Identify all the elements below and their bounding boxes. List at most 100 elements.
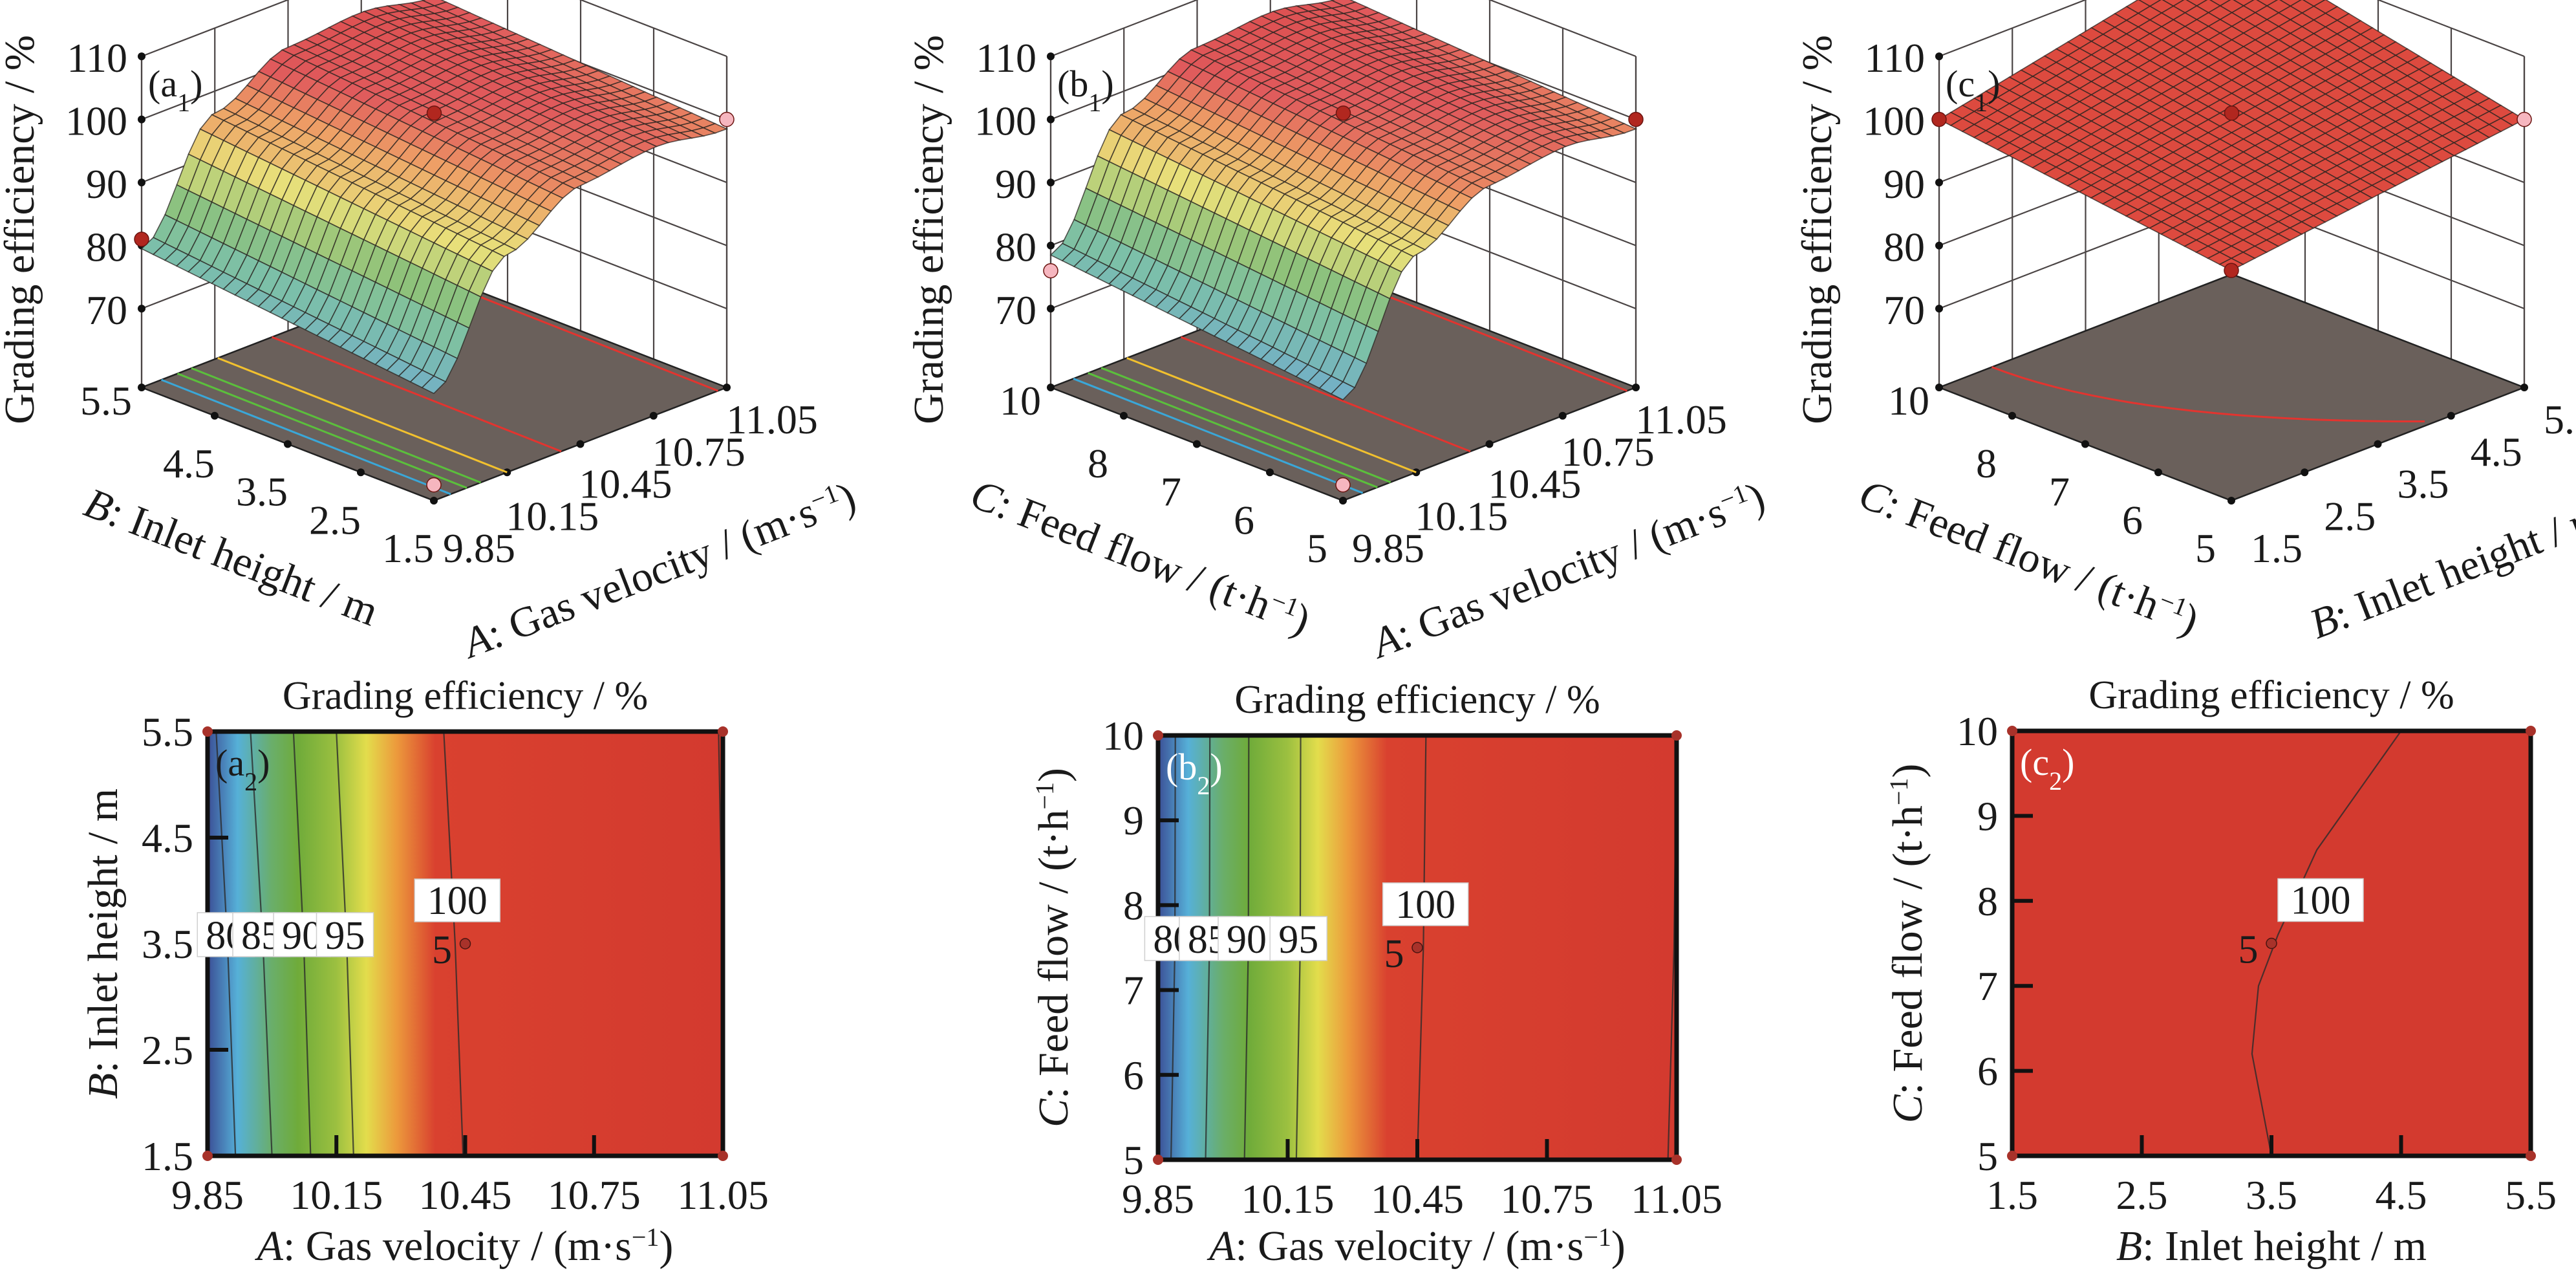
z-tick-label: 110 xyxy=(67,35,127,81)
design-point-count: 5 xyxy=(432,928,452,972)
axis-var: B xyxy=(80,1073,127,1099)
right-axis-tick-label: 10.45 xyxy=(579,461,672,507)
axis-title-close: ) xyxy=(659,1222,673,1270)
contour-label-box xyxy=(316,912,374,957)
panel-label: (b1) xyxy=(1057,63,1114,117)
design-point xyxy=(2224,105,2240,121)
y-tick-label: 8 xyxy=(1977,878,1998,924)
z-tick-mark xyxy=(1935,52,1943,61)
axis-title-close: ) xyxy=(1611,1222,1626,1270)
right-axis-tick-mark xyxy=(2374,440,2382,448)
contour-plot-b2: 9.85 10.15 10.45 10.75 11.05 5 6 7 8 9 10 Grading e… xyxy=(1030,678,1723,1270)
left-axis-tick-label: 2.5 xyxy=(309,497,361,543)
left-axis-tick-mark xyxy=(1120,411,1128,420)
axis-title-text: : Gas velocity / (m·s xyxy=(1235,1222,1583,1270)
axis-superscript: −1 xyxy=(1884,778,1913,806)
contour-label: 90 xyxy=(282,914,322,958)
left-axis-tick-mark xyxy=(211,411,219,420)
z-tick-label: 80 xyxy=(1884,224,1925,270)
left-axis-title: C: Feed flow / (t·h−1) xyxy=(1852,470,2205,644)
corner-tick-mark xyxy=(2227,497,2235,505)
right-axis-tick-label: 3.5 xyxy=(2398,461,2449,507)
z-tick-mark xyxy=(138,305,145,313)
z-tick-label: 100 xyxy=(1863,98,1925,144)
y-axis-title: C: Feed flow / (t·h−1) xyxy=(1030,768,1078,1127)
floor-contour-line xyxy=(1088,372,1378,488)
corner-design-point xyxy=(718,726,728,737)
panel-tag-open: (b xyxy=(1166,746,1197,788)
contour-label: 90 xyxy=(1227,918,1267,962)
corner-design-point xyxy=(202,1151,213,1161)
response-surface xyxy=(140,0,729,395)
left-axis-tick-mark xyxy=(1266,468,1274,477)
design-point xyxy=(1043,263,1058,279)
y-tick-label: 10 xyxy=(1957,708,1998,754)
left-axis-tick-label: 8 xyxy=(1088,440,1108,486)
corner-tick-mark xyxy=(1632,384,1640,391)
right-axis-tick-label: 10.45 xyxy=(1488,461,1582,507)
wall-gridline xyxy=(1488,0,1637,58)
panel-tag-close: ) xyxy=(1210,746,1222,788)
right-axis-tick-label: 2.5 xyxy=(2324,493,2376,539)
right-axis-tick-mark xyxy=(2447,411,2455,420)
design-point xyxy=(134,232,149,247)
x-axis-title: A: Gas velocity / (m·s−1) xyxy=(255,1222,674,1270)
left-axis-tick-mark xyxy=(1193,440,1201,448)
response-surface xyxy=(1938,0,2526,271)
left-axis-title: C: Feed flow / (t·h−1) xyxy=(964,470,1316,644)
panel-tag-open: (c xyxy=(2020,741,2049,783)
z-tick-mark xyxy=(1047,52,1055,61)
corner-design-point xyxy=(2007,726,2017,736)
wall-gridline xyxy=(1050,0,1199,58)
right-axis-tick-label: 9.85 xyxy=(443,525,515,571)
panel-label: (b2) xyxy=(1166,746,1223,800)
z-tick-label: 110 xyxy=(976,35,1036,81)
panel-tag-sub: 2 xyxy=(1197,771,1210,800)
panel-label: (c1) xyxy=(1946,63,2000,117)
wall-gridline xyxy=(579,0,727,58)
design-point xyxy=(2266,937,2277,950)
corner-design-point xyxy=(1671,730,1682,741)
response-surface xyxy=(1049,0,1638,400)
contour-label-box xyxy=(1382,882,1469,926)
panel-tag-sub: 1 xyxy=(1975,88,1988,117)
x-tick-label: 4.5 xyxy=(2376,1172,2427,1218)
design-point-count: 5 xyxy=(1384,932,1404,976)
z-tick-label: 90 xyxy=(86,161,127,207)
z-tick-mark xyxy=(1047,305,1055,313)
panel-tag-close: ) xyxy=(2062,741,2074,783)
design-point xyxy=(1628,111,1644,127)
axis-title-close: ) xyxy=(1884,764,1931,778)
x-tick-label: 10.15 xyxy=(1241,1176,1335,1222)
floor-contour-line xyxy=(1073,378,1364,494)
axis-var: A xyxy=(255,1222,284,1270)
contour-label: 100 xyxy=(427,879,488,923)
y-tick-label: 6 xyxy=(1123,1052,1144,1098)
wall-gridline xyxy=(2376,0,2525,58)
z-tick-mark xyxy=(138,179,145,187)
y-tick-label: 8 xyxy=(1123,882,1144,928)
axis-title-text: : Feed flow / (t·h xyxy=(1030,810,1077,1099)
x-tick-label: 10.15 xyxy=(290,1172,383,1218)
panel-tag-close: ) xyxy=(190,63,202,105)
right-axis-tick-label: 10.15 xyxy=(1415,493,1508,539)
z-tick-mark xyxy=(1047,179,1055,187)
right-axis-tick-label: 10.75 xyxy=(1562,429,1655,475)
panel-tag-open: (a xyxy=(148,63,177,105)
x-tick-label: 9.85 xyxy=(1122,1176,1194,1222)
design-point xyxy=(426,105,442,121)
panel-tag-open: (b xyxy=(1057,63,1088,105)
axis-superscript: −1 xyxy=(632,1222,660,1252)
contour-plot-c2: 1.5 2.5 3.5 4.5 5.5 5 6 7 8 9 10 Grading efficiency… xyxy=(1884,673,2557,1270)
z-tick-mark xyxy=(1935,179,1943,187)
y-axis-title: B: Inlet height / m xyxy=(80,788,127,1099)
panel-tag-close: ) xyxy=(1988,63,2000,105)
left-axis-tick-label: 6 xyxy=(1234,497,1254,543)
corner-tick-mark xyxy=(1047,384,1055,391)
right-axis-tick-label: 1.5 xyxy=(2251,525,2302,571)
y-tick-label: 4.5 xyxy=(142,815,193,861)
axis-title-text: : Inlet height / m xyxy=(80,788,127,1073)
floor-tick-label: 10 xyxy=(1000,378,1041,424)
